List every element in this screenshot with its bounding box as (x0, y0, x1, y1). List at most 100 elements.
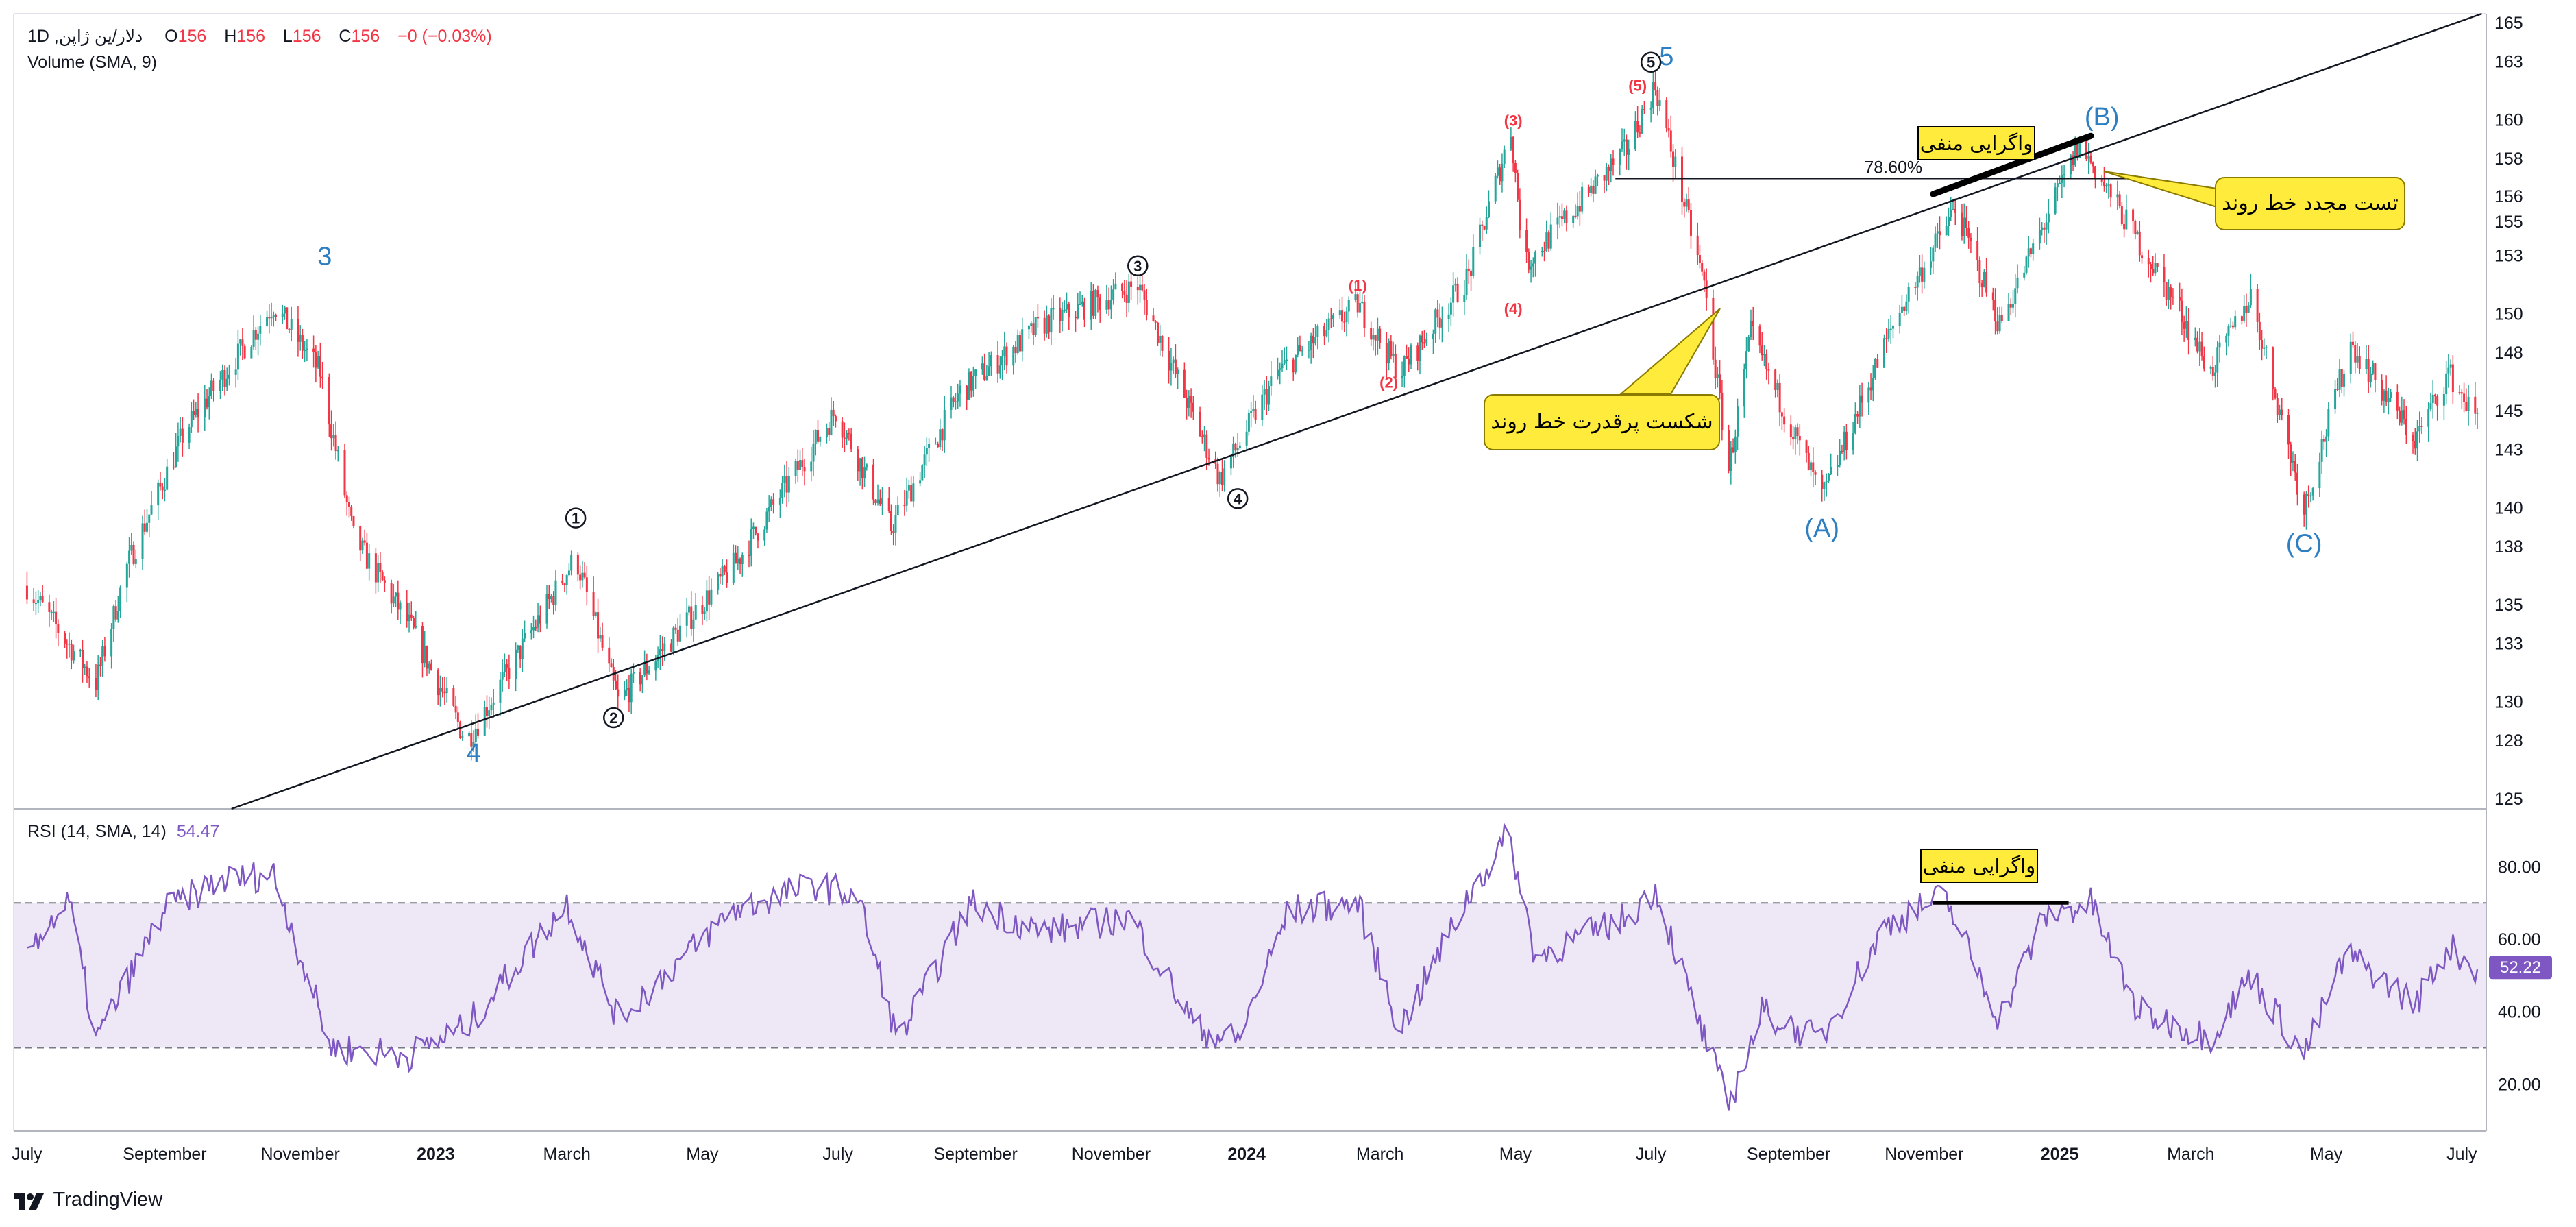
candle-body (941, 429, 944, 441)
candle-body (166, 466, 169, 490)
candle-body (539, 615, 541, 624)
rsi-line (27, 822, 2479, 1111)
price-tick-label: 125 (2494, 790, 2523, 809)
candle-body (1188, 396, 1190, 408)
candle-body (1918, 267, 1921, 276)
candle-body (599, 635, 602, 639)
candle-body (661, 649, 664, 651)
candle-body (1639, 132, 1641, 134)
wave-circle-label: 5 (1640, 51, 1662, 73)
candle-body (2150, 264, 2152, 269)
candle-body (1079, 304, 1081, 306)
candle-body (268, 317, 271, 319)
candle-body (2229, 325, 2232, 327)
rsi-legend[interactable]: RSI (14, SMA, 14) 54.47 (27, 822, 219, 842)
candle-body (421, 626, 424, 664)
candle-body (1750, 320, 1752, 337)
candle-body (365, 542, 368, 569)
candle-body (2211, 367, 2214, 376)
candle-body (2056, 183, 2059, 188)
tradingview-watermark[interactable]: TradingView (14, 1189, 162, 1211)
candle-body (1623, 139, 1626, 142)
candle-body (397, 592, 400, 610)
candle-body (1823, 482, 1826, 489)
candle-body (2163, 267, 2166, 282)
wave-label: (B) (2085, 103, 2120, 132)
candle-body (2087, 155, 2090, 159)
time-axis[interactable]: July September November 2023 March May July Sep… (12, 1145, 2477, 1164)
candle-body (632, 672, 635, 674)
candle-body (1998, 315, 2001, 332)
candle-body (492, 702, 495, 705)
breakout-callout[interactable]: شکست پرقدرت خط روند (1484, 394, 1720, 450)
retest-callout[interactable]: تست مجدد خط روند (2215, 177, 2405, 230)
candle-body (79, 649, 82, 652)
candle-body (768, 507, 770, 512)
candlestick-series (25, 69, 2479, 761)
symbol-title[interactable]: دلار/ین ژاپن, 1D (27, 27, 143, 46)
candle-body (477, 728, 480, 736)
candle-body (601, 635, 604, 648)
candle-body (643, 663, 646, 676)
candle-body (1578, 206, 1581, 212)
candle-body (628, 688, 630, 703)
candle-body (125, 563, 128, 588)
candle-body (454, 705, 457, 713)
candle-body (1574, 215, 1577, 217)
candle-body (708, 590, 711, 605)
candle-body (1250, 411, 1253, 413)
candle-body (610, 663, 613, 668)
candle-body (687, 606, 690, 613)
candle-body (254, 330, 257, 340)
candle-body (290, 319, 293, 330)
candle-body (179, 428, 182, 436)
candle-body (1168, 350, 1170, 371)
candle-body (1356, 294, 1359, 313)
candle-body (923, 454, 926, 466)
rsi-divergence-tag[interactable]: واگرایی منفی (1920, 849, 2038, 883)
price-tick-label: 143 (2494, 441, 2523, 460)
candle-body (1805, 440, 1808, 453)
candle-body (1636, 121, 1639, 133)
candle-body (1425, 339, 1428, 344)
candle-body (288, 329, 291, 330)
candle-body (739, 558, 741, 565)
candle-body (301, 335, 304, 351)
price-axis[interactable]: 165 163 160 158 156 155 153 150 148 145 143 140 138 1… (2494, 14, 2523, 809)
legend-symbol-row: دلار/ین ژاپن, 1D O156 H156 L156 C156 −0 … (27, 26, 492, 47)
divergence-line[interactable] (1930, 132, 2094, 197)
candle-body (1454, 283, 1457, 286)
candle-body (2165, 282, 2168, 300)
candle-body (1859, 395, 1861, 417)
candle-body (1794, 427, 1797, 440)
candle-body (579, 574, 582, 581)
candle-body (2116, 194, 2119, 198)
candle-body (565, 575, 568, 585)
candle-body (275, 315, 278, 317)
candle-body (1421, 335, 1423, 343)
candle-body (1705, 280, 1708, 298)
divergence-tag[interactable]: واگرایی منفی (1917, 126, 2035, 160)
candle-body (1563, 210, 1566, 219)
candle-body (1234, 443, 1237, 451)
candle-body (1774, 369, 1777, 390)
candle-body (2247, 305, 2250, 313)
candle-body (1363, 302, 1366, 328)
candle-body (2320, 439, 2323, 462)
candle-body (1592, 185, 1595, 194)
candle-body (1685, 199, 1688, 207)
candle-body (161, 486, 164, 491)
candle-body (843, 437, 846, 439)
candle-body (1576, 206, 1579, 217)
candle-body (437, 670, 439, 696)
candle-body (1603, 175, 1606, 181)
candle-body (1263, 389, 1266, 395)
candle-body (646, 663, 648, 674)
volume-legend[interactable]: Volume (SMA, 9) (27, 53, 157, 72)
trend-line[interactable] (231, 12, 2482, 810)
candle-body (819, 437, 822, 442)
candle-body (272, 315, 275, 317)
candle-body (1672, 151, 1675, 167)
rsi-axis[interactable]: 80.00 60.00 40.00 20.00 (2498, 858, 2541, 1094)
